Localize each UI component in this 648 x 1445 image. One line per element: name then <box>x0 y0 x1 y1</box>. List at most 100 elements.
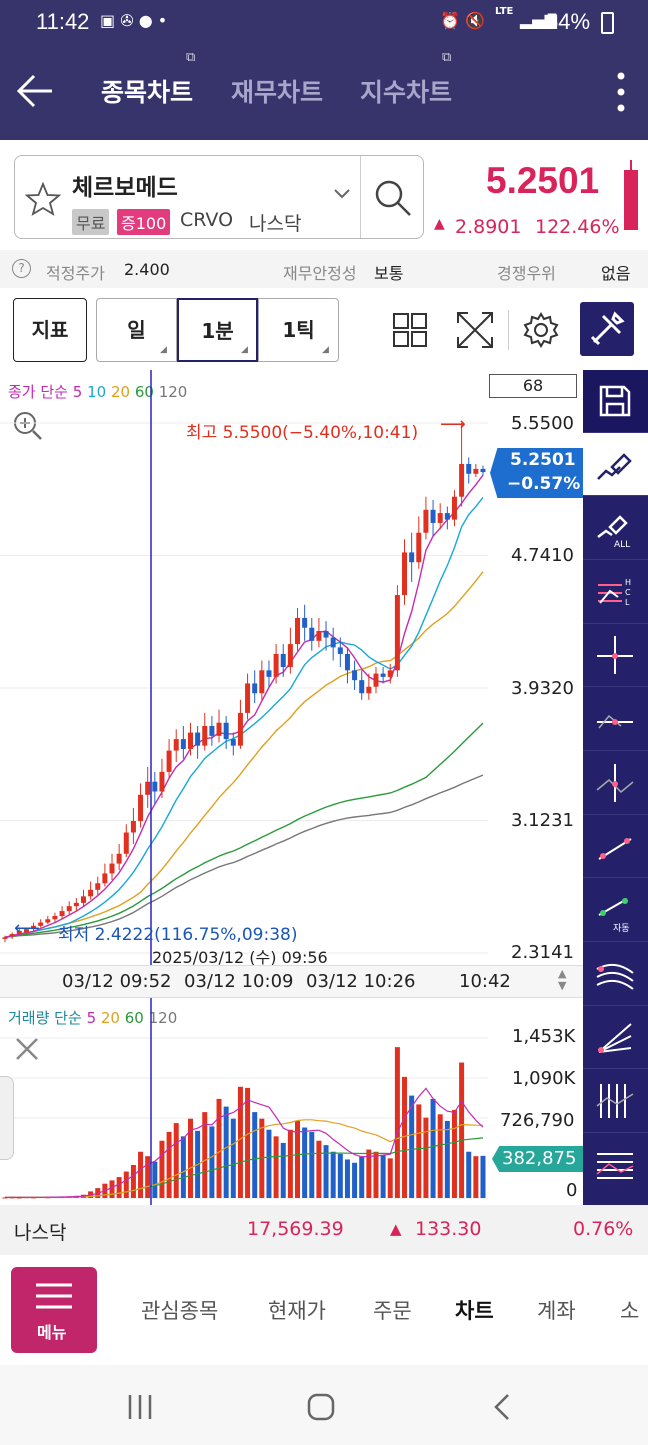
candle-body <box>444 513 450 520</box>
nav-order[interactable]: 주문 <box>373 1299 412 1323</box>
candle-body <box>451 496 457 520</box>
nav-watchlist[interactable]: 관심종목 <box>141 1299 219 1323</box>
time-axis[interactable]: 03/12 09:52 03/12 10:09 03/12 10:26 10:4… <box>0 965 583 998</box>
price-y-tick: 3.1231 <box>511 810 574 831</box>
settings-gear-icon[interactable] <box>522 311 560 349</box>
auto-trend-icon: 자동 <box>598 898 630 933</box>
valuation-info-bar: ? 적정주가 2.400 재무안정성 보통 경쟁우위 없음 <box>0 250 648 288</box>
home-icon[interactable] <box>306 1392 336 1422</box>
side-panel-handle[interactable] <box>0 1076 14 1160</box>
fan-line-button[interactable] <box>583 1006 648 1069</box>
auto-trend-button[interactable]: 자동 <box>583 879 648 942</box>
candle-body <box>59 911 65 917</box>
candle-body <box>209 726 215 736</box>
trend-line-button[interactable] <box>583 815 648 878</box>
axis-scroll-icon[interactable]: ▲ ▼ <box>558 967 567 992</box>
vertical-line-button[interactable] <box>583 752 648 815</box>
horizontal-line-icon <box>597 714 633 729</box>
volume-chart[interactable] <box>0 998 583 1205</box>
volume-bar <box>280 1142 286 1198</box>
candle-body <box>166 750 172 772</box>
volume-bar <box>245 1087 251 1198</box>
arc-button[interactable] <box>583 943 648 1006</box>
save-drawing-button[interactable] <box>583 370 648 433</box>
period-lines-button[interactable] <box>583 1070 648 1133</box>
low-label: 최저 2.4222(116.75%,09:38) <box>58 925 298 945</box>
layout-grid-icon[interactable] <box>392 312 428 348</box>
alarm-icon: ⏰ 🔇 <box>440 11 485 30</box>
vol-ma-20-label: 20 <box>100 1009 120 1027</box>
eraser-button[interactable] <box>583 433 648 496</box>
volume-bar <box>437 1114 443 1198</box>
tab-index-chart[interactable]: 지수차트 <box>360 78 453 107</box>
candle-body <box>437 513 443 523</box>
volume-bar <box>116 1177 122 1198</box>
vertical-lines-icon <box>596 1084 634 1118</box>
candle-body <box>387 670 393 677</box>
volume-bar <box>409 1095 415 1198</box>
tab-financial-chart[interactable]: 재무차트 <box>231 78 324 107</box>
chevron-down-icon[interactable] <box>333 188 351 200</box>
dropdown-corner-icon: ◢ <box>241 345 248 355</box>
erase-all-button[interactable]: ALL <box>583 497 648 560</box>
indicator-button[interactable]: 지표 <box>13 298 87 362</box>
channel-lines-button[interactable] <box>583 1134 648 1197</box>
candle-body <box>316 631 322 641</box>
nav-chart[interactable]: 차트 <box>455 1299 494 1323</box>
ma-10-line <box>4 496 484 938</box>
competition-label: 경쟁우위 <box>497 264 556 283</box>
candle-body <box>16 930 22 935</box>
margin-tag: 증100 <box>117 209 171 235</box>
candle-body <box>373 673 379 687</box>
period-day-button[interactable]: 일 <box>96 298 177 362</box>
chart-area[interactable]: 종가 단순 5 10 20 60 120 68 최고 5.5500(−5.40%… <box>0 370 583 1205</box>
tab-badge-icon: ⧉ <box>442 50 452 65</box>
volume-y-tick: 1,453K <box>512 1026 576 1047</box>
crosshair-time: 2025/03/12 (수) 09:56 <box>152 948 328 967</box>
candle-body <box>116 853 122 864</box>
candle-body <box>280 653 286 668</box>
nav-current-price[interactable]: 현재가 <box>268 1299 326 1323</box>
more-menu-icon[interactable] <box>614 71 628 113</box>
stock-selector[interactable]: 체르보메드 무료 증100 CRVO 나스닥 <box>14 155 424 239</box>
high-label: 최고 5.5500(−5.40%,10:41) <box>186 423 419 443</box>
candle-body <box>45 919 51 923</box>
candle-body <box>66 906 72 912</box>
period-tick-button[interactable]: 1틱 <box>258 298 339 362</box>
candle-body <box>245 683 251 713</box>
candle-body <box>173 739 179 751</box>
back-arrow-icon[interactable] <box>16 73 56 109</box>
recent-apps-icon[interactable] <box>126 1392 154 1422</box>
nav-account[interactable]: 계좌 <box>537 1299 576 1323</box>
candle-body <box>473 468 479 474</box>
volume-bar <box>230 1118 236 1198</box>
ma-60-line <box>4 722 484 938</box>
market-index-row[interactable]: 나스닥 17,569.39 ▲ 133.30 0.76% <box>0 1205 648 1255</box>
svg-text:C: C <box>625 588 631 597</box>
fullscreen-icon[interactable] <box>456 311 494 349</box>
volume-bar <box>309 1131 315 1198</box>
drawing-tools-button[interactable] <box>580 302 634 356</box>
help-icon[interactable]: ? <box>12 259 31 278</box>
status-notification-icons: ▣ ✇ ● • <box>100 11 168 30</box>
candle-body <box>23 929 29 933</box>
close-icon[interactable] <box>14 1036 40 1062</box>
search-icon[interactable] <box>373 178 413 218</box>
nav-more[interactable]: 소 <box>620 1299 640 1323</box>
stability-value: 보통 <box>374 264 404 283</box>
candle-count-box[interactable]: 68 <box>489 374 577 398</box>
volume-bar <box>316 1140 322 1198</box>
stock-ticker: CRVO <box>180 209 234 231</box>
menu-button[interactable]: 메뉴 <box>11 1267 97 1353</box>
price-chart[interactable] <box>0 370 583 965</box>
favorite-star-icon[interactable] <box>25 182 61 216</box>
back-icon[interactable] <box>490 1392 514 1422</box>
candle-body <box>123 832 129 854</box>
tab-stock-chart[interactable]: 종목차트 <box>101 78 194 107</box>
horizontal-line-button[interactable] <box>583 688 648 751</box>
cross-line-button[interactable] <box>583 624 648 687</box>
dropdown-corner-icon: ◢ <box>160 345 167 355</box>
fair-price-label: 적정주가 <box>46 264 105 283</box>
period-minute-button[interactable]: 1분 <box>177 298 258 362</box>
